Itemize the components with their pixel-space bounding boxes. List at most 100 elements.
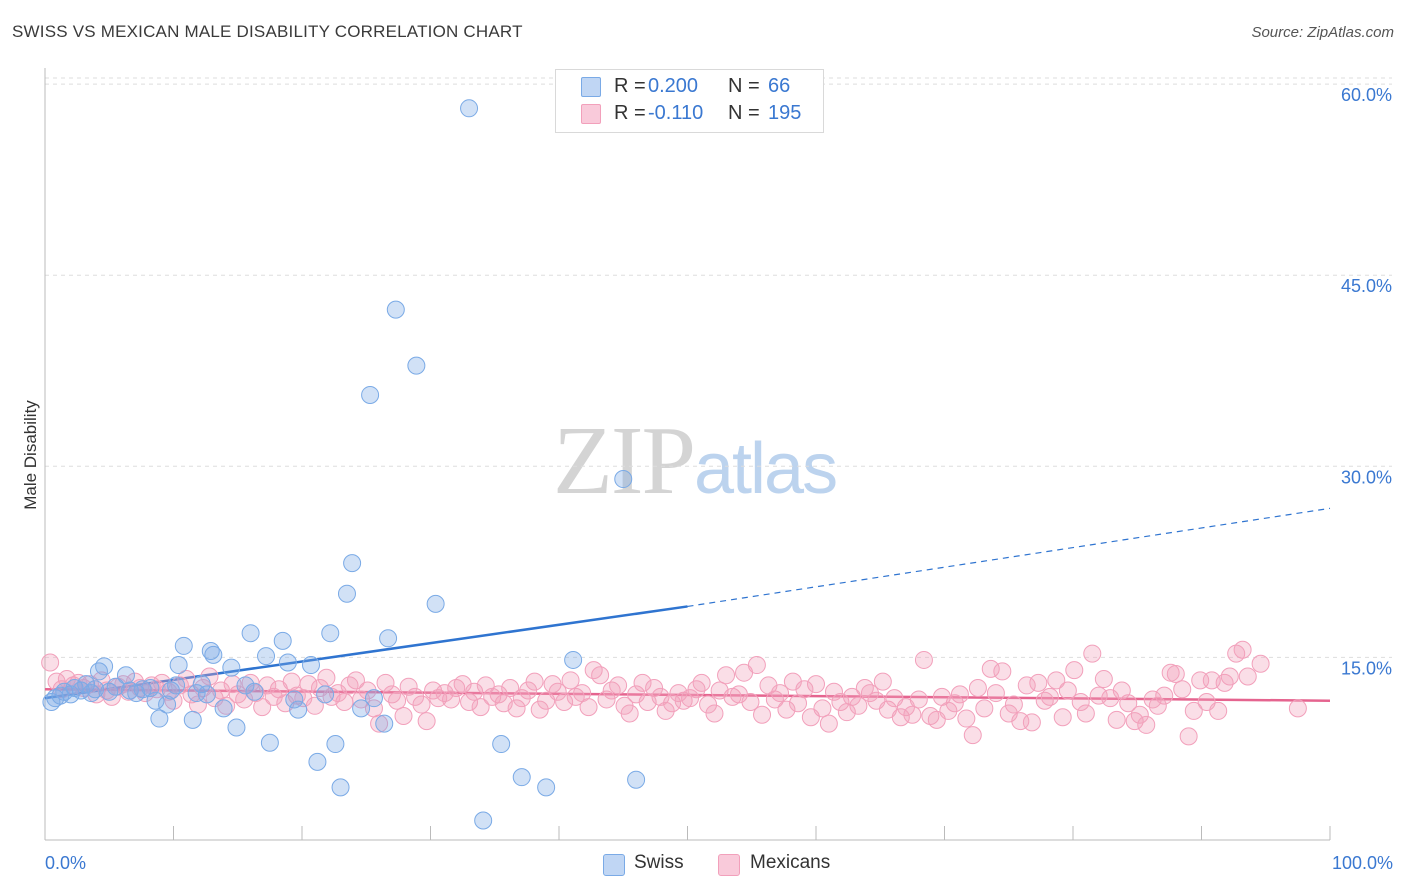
swiss-point	[89, 662, 108, 681]
tick-labels: 15.0% 30.0% 45.0% 60.0% 0.0% 100.0%	[45, 85, 1393, 873]
swiss-point	[116, 666, 135, 685]
mexicans-point	[346, 671, 365, 690]
mexicans-point	[633, 673, 652, 692]
mexicans-point	[1065, 661, 1084, 680]
swiss-point	[150, 709, 169, 728]
swiss-point	[285, 690, 304, 709]
legend-swatch-swiss	[581, 77, 601, 97]
swiss-point	[204, 645, 223, 664]
mexicans-point	[1179, 727, 1198, 746]
mexicans-point	[963, 726, 982, 745]
legend-n-value: 66	[768, 75, 791, 97]
swiss-point	[379, 629, 398, 648]
mexicans-point	[471, 698, 490, 717]
mexicans-point	[442, 690, 461, 709]
legend-row-swiss: R = 0.200 N = 66	[556, 74, 823, 100]
mexicans-point	[507, 699, 526, 718]
mexicans-point	[663, 694, 682, 713]
mexicans-point	[579, 698, 598, 717]
swiss-point	[86, 680, 105, 699]
mexicans-point	[1251, 654, 1270, 673]
swiss-point	[214, 699, 233, 718]
mexicans-point	[394, 707, 413, 726]
mexicans-point	[1173, 680, 1192, 699]
swiss-point	[95, 657, 114, 676]
chart-title: SWISS VS MEXICAN MALE DISABILITY CORRELA…	[12, 22, 523, 41]
mexicans-point	[855, 678, 874, 697]
swiss-point	[537, 778, 556, 797]
mexicans-point	[548, 682, 567, 701]
swiss-point	[426, 594, 445, 613]
mexicans-point	[200, 667, 219, 686]
trend-lines	[44, 507, 1331, 702]
mexicans-point	[1130, 705, 1149, 724]
swiss-point	[174, 636, 193, 655]
mexicans-point	[620, 704, 639, 723]
mexicans-point	[41, 653, 60, 672]
mexicans-point	[489, 685, 508, 704]
mexicans-point	[525, 672, 544, 691]
mexicans-point	[1089, 686, 1108, 705]
swiss-point	[407, 356, 426, 375]
mexicans-point	[705, 704, 724, 723]
mexicans-point	[152, 673, 171, 692]
x-tick-label: 0.0%	[45, 853, 86, 873]
mexicans-point	[512, 689, 531, 708]
swiss-point	[227, 718, 246, 737]
mexicans-point	[699, 695, 718, 714]
swiss-point	[192, 675, 211, 694]
mexicans-point	[1017, 676, 1036, 695]
mexicans-point	[950, 685, 969, 704]
mexicans-point	[692, 673, 711, 692]
swiss-point	[331, 778, 350, 797]
mexicans-point	[102, 687, 121, 706]
swiss-point	[197, 685, 216, 704]
mexicans-point	[597, 690, 616, 709]
swiss-point	[133, 680, 152, 699]
swiss-point	[289, 700, 308, 719]
series-swatch-swiss	[603, 854, 625, 876]
mexicans-points	[41, 640, 1307, 746]
mexicans-point	[968, 678, 987, 697]
mexicans-point	[235, 690, 254, 709]
mexicans-point	[860, 684, 879, 703]
swiss-point	[614, 470, 633, 489]
gridlines	[45, 77, 1392, 658]
legend-n-label: N =	[728, 75, 760, 97]
swiss-point	[564, 650, 583, 669]
swiss-point	[77, 675, 96, 694]
mexicans-point	[1184, 701, 1203, 720]
mexicans-point	[824, 682, 843, 701]
mexicans-point	[1137, 715, 1156, 734]
mexicans-point	[993, 662, 1012, 681]
mexicans-point	[1220, 667, 1239, 686]
swiss-point	[161, 681, 180, 700]
mexicans-trend-line	[44, 688, 1331, 702]
mexicans-point	[1209, 701, 1228, 720]
series-legend: Swiss Mexicans	[0, 852, 1406, 876]
source-note: Source: ZipAtlas.com	[1251, 24, 1394, 41]
swiss-point	[257, 647, 276, 666]
mexicans-point	[52, 680, 71, 699]
mexicans-point	[849, 696, 868, 715]
swiss-points	[42, 99, 646, 830]
legend-r-value: -0.110	[648, 102, 704, 124]
mexicans-point	[891, 708, 910, 727]
mexicans-point	[819, 714, 838, 733]
mexicans-point	[813, 699, 832, 718]
mexicans-point	[370, 714, 389, 733]
mexicans-point	[717, 666, 736, 685]
mexicans-point	[1083, 644, 1102, 663]
legend-r-value: 0.200	[648, 75, 699, 97]
swiss-point	[492, 735, 511, 754]
mexicans-point	[1233, 640, 1252, 659]
y-tick-label: 60.0%	[1341, 85, 1392, 105]
mexicans-point	[753, 705, 772, 724]
mexicans-point	[335, 692, 354, 711]
mexicans-point	[476, 676, 495, 695]
swiss-point	[278, 653, 297, 672]
mexicans-point	[1076, 704, 1095, 723]
mexicans-point	[903, 705, 922, 724]
mexicans-point	[358, 681, 377, 700]
